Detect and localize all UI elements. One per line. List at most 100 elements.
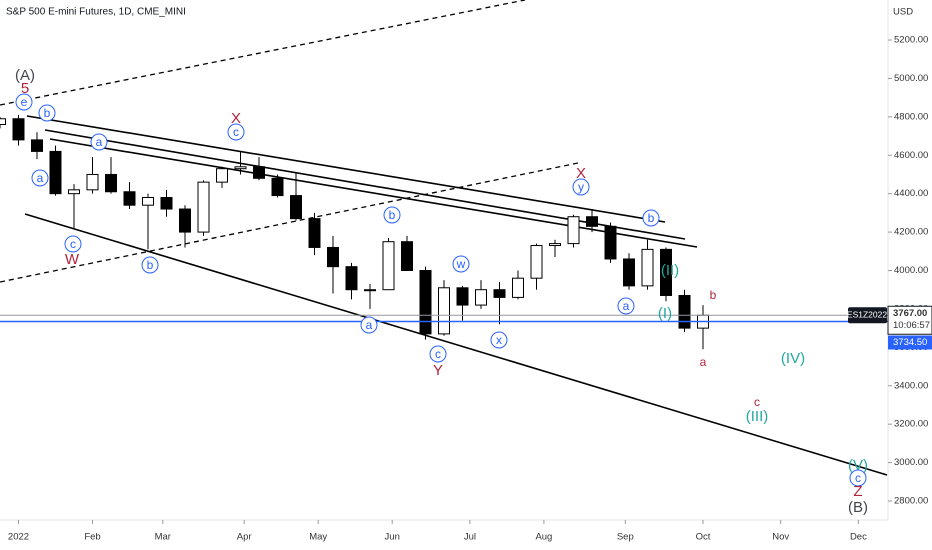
currency: USD [893, 7, 913, 18]
y-tick-label: 2800.00 [894, 496, 928, 507]
wave-circle [141, 256, 159, 274]
countdown: 10:06:57 [893, 320, 930, 331]
candle-body [123, 191, 136, 206]
candle-body [401, 241, 413, 271]
wave-label: c [70, 237, 76, 251]
candle-body [475, 289, 487, 306]
wave-label: (V) [848, 457, 868, 474]
wave-circle [572, 178, 590, 196]
wave-label: Y [433, 362, 443, 379]
wave-circle [849, 469, 867, 487]
y-tick-label: 4400.00 [894, 188, 928, 199]
last-label: 3767.00 [893, 308, 927, 319]
candle-body [623, 258, 635, 287]
wave-label: a [37, 171, 44, 185]
level-tag [888, 335, 932, 350]
candle-body [271, 177, 284, 197]
wave-circle [642, 209, 660, 227]
y-tick-label: 5000.00 [894, 73, 928, 84]
candle-body [216, 168, 228, 183]
symbol-tag [848, 307, 887, 324]
wave-label: X [576, 165, 586, 182]
candle-body [660, 248, 672, 296]
y-tick-label: 4000.00 [894, 265, 928, 276]
wave-label: (I) [658, 305, 672, 322]
candle-body [364, 289, 376, 292]
x-tick-label: Sep [617, 532, 634, 543]
candle-body [86, 173, 99, 191]
wave-label: y [578, 180, 584, 194]
wave-label: Z [853, 483, 862, 500]
wave-label: c [754, 395, 760, 409]
wave-label: b [147, 258, 154, 272]
candle-body [641, 248, 654, 287]
wave-label: (III) [746, 408, 769, 425]
candle-body [179, 208, 191, 233]
candle-body [142, 197, 154, 206]
candle-body [327, 246, 339, 268]
wave-label: b [710, 288, 717, 302]
last-tag [887, 305, 932, 335]
x-tick-label: Jul [464, 532, 476, 543]
y-tick-label: 4200.00 [894, 227, 928, 238]
candle-body [456, 287, 469, 306]
x-tick-label: Aug [535, 532, 552, 543]
wave-circle [38, 104, 56, 122]
x-tick-label: May [309, 532, 327, 543]
x-tick-label: Oct [696, 532, 711, 543]
wave-circle [490, 331, 508, 349]
x-tick-label: Mar [155, 532, 171, 543]
candle-body [197, 181, 210, 233]
y-tick-label: 4600.00 [894, 150, 928, 161]
wave-label: (IV) [781, 350, 805, 367]
wave-circle [64, 235, 82, 253]
x-tick-label: Feb [84, 532, 100, 543]
candle-body [31, 139, 43, 152]
wave-label: b [44, 106, 51, 120]
candle-body [0, 118, 6, 126]
candle-body [530, 245, 543, 279]
candle-body [68, 189, 80, 195]
trend-line [24, 213, 888, 476]
wave-circle [360, 316, 378, 334]
wave-circle [452, 255, 470, 273]
wave-label: e [21, 95, 28, 109]
candle-body [160, 197, 173, 210]
wave-label: (A) [15, 67, 35, 84]
candle-body [345, 266, 358, 291]
wave-circle [429, 345, 447, 363]
y-tick-label: 3200.00 [894, 419, 928, 430]
candle-body [419, 270, 432, 335]
wave-label: a [700, 355, 707, 369]
wave-label: a [366, 318, 373, 332]
candle-body [678, 294, 691, 329]
wave-label: w [456, 257, 466, 271]
candle-body [105, 173, 117, 193]
wave-label: W [65, 251, 80, 268]
wave-label: a [96, 135, 103, 149]
y-tick-label: 5200.00 [894, 35, 928, 46]
x-tick-label: Nov [772, 532, 789, 543]
chart-title: S&P 500 E-mini Futures, 1D, CME_MINI [6, 7, 186, 18]
wave-label: a [623, 299, 630, 313]
wave-label: x [496, 333, 502, 347]
wave-circle [383, 206, 401, 224]
trend-line [49, 138, 698, 248]
y-tick-label: 3400.00 [894, 380, 928, 391]
candle-body [549, 243, 561, 247]
wave-label: b [648, 211, 655, 225]
candle-body [586, 216, 598, 227]
wave-label: c [435, 347, 441, 361]
wave-label: (B) [848, 499, 868, 516]
y-tick-label: 4800.00 [894, 111, 928, 122]
candle-body [604, 225, 617, 260]
symbol-label: ES1Z2022 [847, 310, 887, 320]
candle-body [308, 218, 321, 248]
trend-line [26, 115, 666, 223]
wave-label: c [233, 125, 239, 139]
wave-circle [15, 93, 33, 111]
candle-body [290, 195, 302, 220]
x-tick-label: Jun [385, 532, 400, 543]
